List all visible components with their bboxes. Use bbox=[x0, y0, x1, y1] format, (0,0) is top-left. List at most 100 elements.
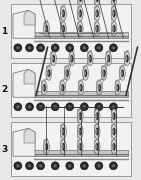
Ellipse shape bbox=[77, 0, 83, 5]
Polygon shape bbox=[24, 69, 35, 84]
Ellipse shape bbox=[62, 144, 64, 150]
Circle shape bbox=[28, 164, 31, 168]
Ellipse shape bbox=[96, 143, 99, 150]
Circle shape bbox=[14, 44, 22, 52]
Ellipse shape bbox=[106, 52, 112, 66]
Ellipse shape bbox=[51, 52, 56, 66]
Ellipse shape bbox=[52, 55, 55, 62]
Ellipse shape bbox=[96, 129, 97, 134]
Ellipse shape bbox=[98, 85, 100, 91]
Circle shape bbox=[68, 105, 71, 109]
Ellipse shape bbox=[62, 11, 64, 16]
Circle shape bbox=[95, 103, 103, 111]
Ellipse shape bbox=[64, 66, 70, 80]
Circle shape bbox=[37, 103, 45, 111]
Polygon shape bbox=[61, 20, 65, 36]
Polygon shape bbox=[94, 107, 98, 123]
Ellipse shape bbox=[66, 70, 69, 77]
Ellipse shape bbox=[47, 71, 49, 76]
Circle shape bbox=[14, 103, 22, 111]
Circle shape bbox=[16, 46, 20, 50]
Polygon shape bbox=[78, 123, 81, 138]
Polygon shape bbox=[13, 10, 35, 38]
Polygon shape bbox=[61, 138, 65, 154]
Bar bbox=[11, 4, 131, 58]
Ellipse shape bbox=[112, 11, 114, 16]
Circle shape bbox=[53, 46, 57, 50]
Ellipse shape bbox=[124, 52, 130, 66]
Ellipse shape bbox=[79, 0, 81, 1]
Ellipse shape bbox=[113, 128, 115, 135]
Polygon shape bbox=[101, 65, 105, 80]
Circle shape bbox=[68, 164, 71, 168]
Ellipse shape bbox=[89, 55, 92, 62]
Polygon shape bbox=[111, 138, 115, 154]
Ellipse shape bbox=[96, 26, 97, 31]
Polygon shape bbox=[34, 91, 128, 95]
Circle shape bbox=[80, 44, 88, 52]
Polygon shape bbox=[94, 20, 98, 36]
Polygon shape bbox=[78, 0, 81, 5]
Ellipse shape bbox=[103, 71, 104, 76]
Ellipse shape bbox=[70, 56, 72, 61]
Ellipse shape bbox=[96, 0, 97, 1]
Ellipse shape bbox=[79, 0, 82, 2]
Ellipse shape bbox=[101, 66, 107, 80]
Circle shape bbox=[14, 162, 22, 170]
Polygon shape bbox=[24, 10, 35, 25]
Ellipse shape bbox=[69, 52, 75, 66]
Ellipse shape bbox=[96, 25, 99, 32]
Circle shape bbox=[51, 103, 59, 111]
Ellipse shape bbox=[41, 81, 47, 95]
Ellipse shape bbox=[87, 52, 93, 66]
Circle shape bbox=[97, 105, 101, 109]
Ellipse shape bbox=[113, 143, 115, 150]
Ellipse shape bbox=[94, 22, 100, 36]
Polygon shape bbox=[124, 50, 128, 66]
Ellipse shape bbox=[79, 26, 81, 31]
Ellipse shape bbox=[107, 56, 109, 61]
Ellipse shape bbox=[103, 70, 105, 77]
Ellipse shape bbox=[79, 129, 81, 134]
Ellipse shape bbox=[84, 70, 87, 77]
Polygon shape bbox=[44, 20, 48, 36]
Ellipse shape bbox=[77, 6, 83, 21]
Ellipse shape bbox=[98, 84, 101, 91]
Ellipse shape bbox=[62, 26, 64, 31]
Ellipse shape bbox=[79, 144, 81, 150]
Ellipse shape bbox=[62, 25, 65, 32]
Ellipse shape bbox=[121, 70, 124, 77]
Polygon shape bbox=[34, 150, 128, 154]
Ellipse shape bbox=[43, 85, 45, 91]
Ellipse shape bbox=[107, 55, 110, 62]
Circle shape bbox=[39, 105, 42, 109]
Bar bbox=[34, 36, 128, 38]
Polygon shape bbox=[106, 50, 110, 66]
Polygon shape bbox=[111, 5, 115, 20]
Polygon shape bbox=[78, 138, 81, 154]
Ellipse shape bbox=[77, 124, 83, 139]
Ellipse shape bbox=[79, 112, 82, 120]
Ellipse shape bbox=[96, 112, 99, 120]
Polygon shape bbox=[111, 0, 115, 5]
Ellipse shape bbox=[96, 10, 99, 17]
Polygon shape bbox=[69, 50, 73, 66]
Ellipse shape bbox=[121, 71, 123, 76]
Circle shape bbox=[97, 164, 101, 168]
Ellipse shape bbox=[111, 22, 117, 36]
Ellipse shape bbox=[62, 128, 65, 135]
Bar bbox=[34, 154, 128, 156]
Ellipse shape bbox=[116, 85, 118, 91]
Ellipse shape bbox=[62, 143, 65, 150]
Ellipse shape bbox=[79, 143, 82, 150]
Circle shape bbox=[53, 164, 57, 168]
Circle shape bbox=[112, 105, 115, 109]
Polygon shape bbox=[60, 79, 64, 94]
Polygon shape bbox=[94, 5, 98, 20]
Ellipse shape bbox=[111, 124, 117, 139]
Circle shape bbox=[26, 103, 33, 111]
Ellipse shape bbox=[66, 71, 68, 76]
Polygon shape bbox=[44, 138, 48, 154]
Ellipse shape bbox=[113, 10, 115, 17]
Circle shape bbox=[16, 164, 20, 168]
